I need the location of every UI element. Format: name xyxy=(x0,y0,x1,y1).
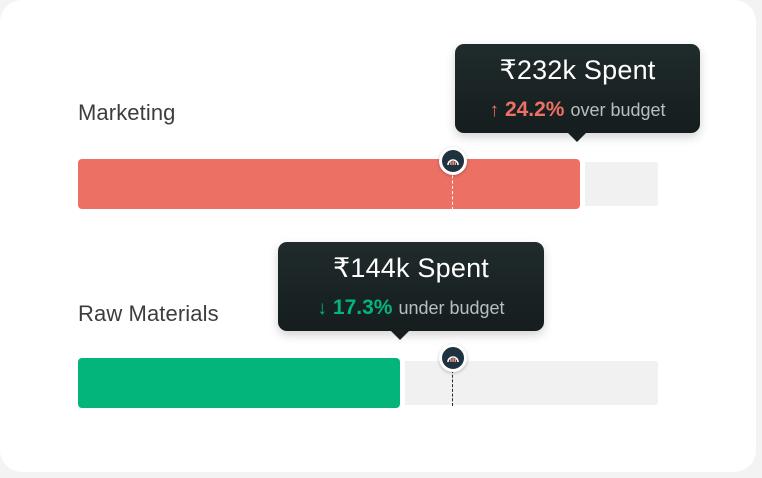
tooltip-variance: ↓ 17.3% under budget xyxy=(278,296,544,320)
tooltip-spent-amount: ₹232k Spent xyxy=(499,55,656,85)
spent-tooltip-marketing: ₹232k Spent ↑ 24.2% over budget xyxy=(455,44,700,142)
spent-tooltip-raw-materials: ₹144k Spent ↓ 17.3% under budget xyxy=(278,242,544,340)
row-label-marketing: Marketing xyxy=(78,100,176,125)
arrow-down-icon: ↓ xyxy=(317,298,327,319)
spent-bar-raw-materials[interactable] xyxy=(78,358,405,408)
budget-marker-marketing[interactable] xyxy=(439,147,467,175)
budget-gauge-icon xyxy=(447,159,459,166)
budget-marker-line-raw-materials xyxy=(452,370,453,406)
tooltip-pointer xyxy=(567,132,587,142)
spent-bar-marketing[interactable] xyxy=(78,159,585,209)
tooltip-pointer xyxy=(390,330,410,340)
tooltip-variance: ↑ 24.2% over budget xyxy=(455,98,700,122)
budget-marker-raw-materials[interactable] xyxy=(439,344,467,372)
arrow-up-icon: ↑ xyxy=(489,100,499,121)
budget-gauge-icon xyxy=(447,356,459,363)
bar-gap xyxy=(400,358,405,408)
tooltip-variance-percent: 17.3% xyxy=(332,296,393,319)
budget-card: Marketing ₹232k Spent ↑ 24.2% over budget … xyxy=(0,0,756,472)
budget-marker-line-marketing xyxy=(452,170,453,210)
tooltip-variance-note: over budget xyxy=(570,100,666,120)
bar-gap xyxy=(580,159,585,209)
tooltip-spent-amount: ₹144k Spent xyxy=(333,253,489,283)
tooltip-variance-percent: 24.2% xyxy=(504,98,565,121)
row-label-raw-materials: Raw Materials xyxy=(78,301,219,326)
tooltip-variance-note: under budget xyxy=(398,298,505,318)
